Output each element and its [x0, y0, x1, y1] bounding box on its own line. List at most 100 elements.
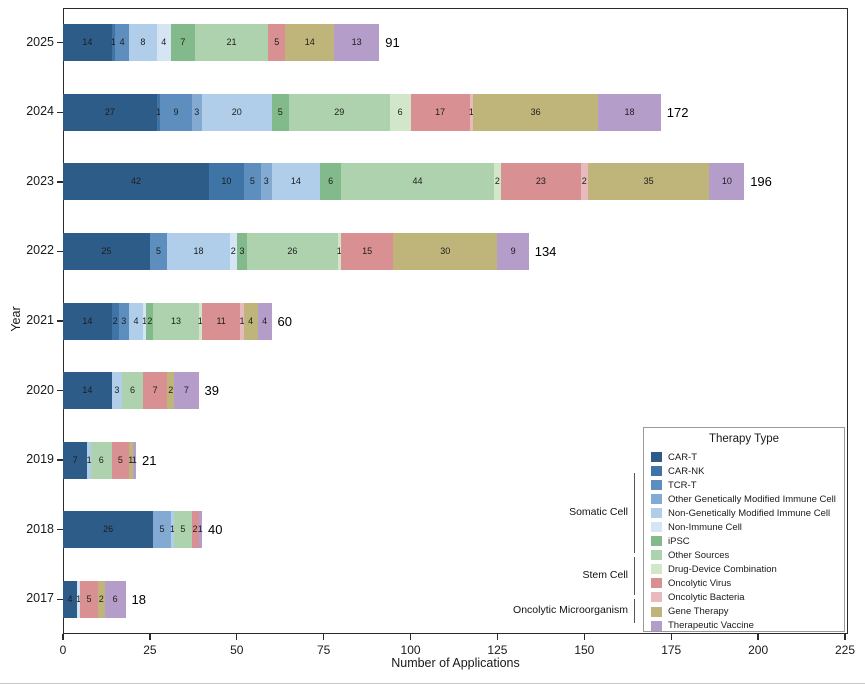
segment-value-label: 1: [76, 593, 82, 604]
bar-segment: 2: [229, 232, 237, 270]
segment-value-label: 29: [334, 106, 345, 117]
segment-value-label: 2: [168, 385, 174, 396]
segment-value-label: 42: [130, 176, 141, 187]
segment-value-label: 2: [112, 315, 118, 326]
bar-segment: 3: [191, 93, 203, 131]
year-label: 2020: [26, 382, 54, 397]
year-label: 2019: [26, 452, 54, 467]
segment-value-label: 14: [304, 37, 315, 48]
bar-segment: 2: [493, 163, 501, 201]
bar-segment: 7: [174, 372, 199, 410]
legend-label: Non-Immune Cell: [668, 521, 742, 533]
y-axis-tick: [57, 598, 63, 600]
segment-value-label: 7: [183, 385, 189, 396]
segment-value-label: 26: [103, 524, 114, 535]
bar-total-label: 134: [534, 243, 557, 259]
legend-item: iPSC: [644, 534, 844, 548]
bar-total-label: 39: [204, 383, 219, 399]
legend-label: CAR-T: [668, 451, 698, 463]
legend-item: TCR-T: [644, 478, 844, 492]
legend-swatch: [651, 508, 662, 519]
segment-value-label: 36: [530, 106, 541, 117]
legend-swatch: [651, 452, 662, 463]
segment-value-label: 1: [336, 245, 342, 256]
segment-value-label: 2: [230, 245, 236, 256]
bar-segment: 26: [247, 232, 338, 270]
x-axis-tick: [583, 634, 586, 640]
legend-label: Drug-Device Combination: [668, 563, 777, 575]
segment-value-label: 6: [328, 176, 334, 187]
x-axis-tick: [149, 634, 151, 640]
legend-group-bracket: [634, 599, 635, 623]
bar-segment: 23: [500, 163, 581, 201]
legend-swatch: [651, 606, 662, 617]
bar-segment: 6: [320, 163, 342, 201]
legend-group-label: Somatic Cell: [569, 506, 628, 518]
bar-segment: 1: [170, 511, 175, 549]
bar-segment: 6: [90, 441, 112, 479]
bar-segment: 2: [167, 372, 175, 410]
segment-value-label: 15: [362, 245, 373, 256]
legend-swatch: [651, 466, 662, 477]
legend-item: Other Sources: [644, 548, 844, 562]
bar-segment: 1: [87, 441, 92, 479]
bar-segment: 13: [153, 302, 199, 340]
legend-item: Gene Therapy: [644, 605, 844, 619]
segment-value-label: 30: [440, 245, 451, 256]
segment-value-label: 5: [180, 524, 186, 535]
legend-swatch: [651, 550, 662, 561]
bar-segment: 5: [153, 511, 171, 549]
legend-swatch: [651, 494, 662, 505]
bar-segment: 1: [198, 511, 203, 549]
segment-value-label: 2: [147, 315, 153, 326]
segment-value-label: 6: [129, 385, 135, 396]
bar-total-label: 40: [208, 522, 223, 538]
bar-segment: 6: [389, 93, 411, 131]
y-axis-tick: [57, 111, 63, 114]
bar-segment: 6: [122, 372, 143, 410]
legend-item: CAR-NK: [644, 464, 844, 478]
bar-segment: 1: [128, 441, 133, 479]
segment-value-label: 1: [197, 315, 203, 326]
segment-value-label: 14: [82, 385, 93, 396]
segment-value-label: 5: [277, 106, 283, 117]
bar-total-label: 172: [666, 104, 689, 120]
segment-value-label: 1: [468, 106, 474, 117]
bar-segment: 3: [111, 372, 123, 410]
y-axis-tick: [57, 528, 63, 531]
segment-value-label: 17: [435, 106, 446, 117]
legend-item: Oncolytic Bacteria: [644, 590, 844, 604]
segment-value-label: 7: [72, 454, 78, 465]
year-label: 2021: [26, 313, 54, 327]
bar-segment: 5: [243, 163, 262, 201]
bar-segment: 1: [156, 93, 161, 131]
bar-segment: 18: [167, 232, 230, 270]
x-axis-title: Number of Applications: [391, 656, 520, 670]
legend-item: Non-Immune Cell: [644, 520, 844, 534]
x-tick-label: 125: [487, 643, 508, 657]
segment-value-label: 20: [231, 106, 242, 117]
bar-segment: 5: [268, 24, 286, 62]
bar-segment: 5: [149, 232, 168, 270]
bar-segment: 1: [142, 302, 147, 340]
bar-segment: 17: [410, 93, 470, 131]
bar-segment: 36: [473, 93, 599, 131]
bar-segment: 20: [202, 93, 272, 131]
segment-value-label: 14: [82, 315, 93, 326]
segment-value-label: 4: [119, 37, 125, 48]
segment-value-label: 6: [112, 593, 118, 604]
x-tick-label: 25: [143, 643, 157, 657]
bar-segment: 1: [132, 441, 137, 479]
segment-value-label: 2: [494, 176, 500, 187]
legend-swatch: [651, 480, 662, 491]
bar-segment: 8: [129, 24, 157, 62]
segment-value-label: 18: [193, 245, 204, 256]
bar-total-label: 18: [131, 591, 147, 607]
bar-segment: 11: [202, 302, 241, 340]
year-label: 2025: [26, 34, 54, 49]
legend-item: Other Genetically Modified Immune Cell: [644, 492, 844, 506]
bar-segment: 4: [243, 302, 258, 340]
segment-value-label: 2: [581, 176, 587, 187]
segment-value-label: 35: [643, 176, 654, 187]
x-axis-tick: [236, 634, 238, 640]
